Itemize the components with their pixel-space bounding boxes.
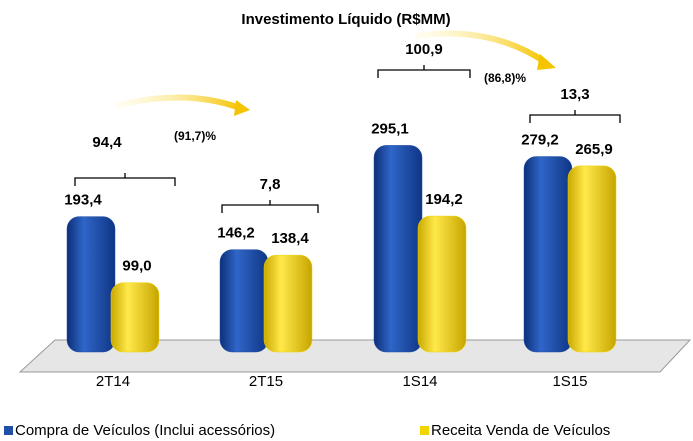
bracket: [529, 110, 621, 123]
data-label: 138,4: [271, 230, 309, 247]
bar: [523, 156, 573, 353]
data-label: 146,2: [217, 225, 255, 242]
legend-label: Compra de Veículos (Inclui acessórios): [15, 422, 275, 439]
legend-swatch: [4, 426, 13, 435]
arrow: [414, 30, 547, 65]
data-label: 99,0: [122, 258, 151, 275]
bracket: [377, 65, 471, 78]
bar: [263, 254, 313, 353]
x-tick-label: 1S14: [402, 373, 437, 390]
bar: [417, 215, 467, 353]
bracket: [221, 200, 319, 213]
bracket: [74, 173, 176, 186]
arrow-head: [234, 100, 250, 116]
x-tick-label: 2T14: [96, 373, 130, 390]
bar: [219, 249, 269, 353]
data-label: 295,1: [371, 120, 409, 137]
legend-swatch: [420, 426, 429, 435]
data-label: 193,4: [64, 192, 102, 209]
x-tick-label: 1S15: [552, 373, 587, 390]
difference-label: 100,9: [405, 41, 443, 58]
data-label: 265,9: [575, 141, 613, 158]
change-label: (86,8)%: [484, 71, 526, 85]
bar: [373, 145, 423, 353]
bar: [110, 282, 160, 353]
difference-label: 13,3: [560, 86, 589, 103]
difference-label: 7,8: [260, 176, 281, 193]
chart-title: Investimento Líquido (R$MM): [241, 11, 450, 28]
x-tick-label: 2T15: [249, 373, 283, 390]
floor: [18, 339, 692, 373]
data-label: 194,2: [425, 191, 463, 208]
difference-label: 94,4: [92, 134, 122, 151]
arrow: [114, 94, 242, 111]
bar: [567, 165, 617, 353]
legend-label: Receita Venda de Veículos: [431, 422, 610, 439]
bar: [66, 216, 116, 353]
data-label: 279,2: [521, 132, 559, 149]
arrow-head: [537, 54, 556, 70]
change-label: (91,7)%: [174, 129, 216, 143]
